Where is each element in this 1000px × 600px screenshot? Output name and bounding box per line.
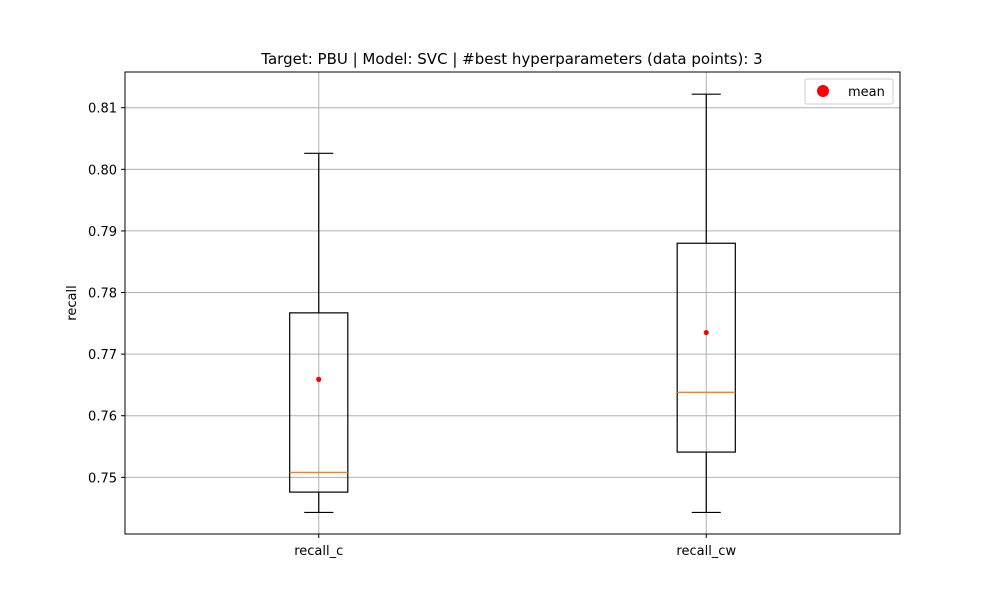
box-recall_c — [289, 152, 349, 514]
boxes-layer — [289, 93, 736, 514]
y-tick-label: 0.79 — [88, 225, 117, 240]
y-tick-label: 0.75 — [88, 471, 117, 486]
y-tick-label: 0.78 — [88, 287, 117, 302]
iqr-box — [289, 312, 349, 493]
chart-title: Target: PBU | Model: SVC | #best hyperpa… — [260, 50, 762, 68]
legend-box — [804, 78, 894, 105]
legend-mean-marker — [817, 85, 829, 97]
x-tick-label: recall_c — [294, 544, 343, 559]
legend: mean — [804, 78, 894, 105]
plot-frame — [124, 71, 901, 535]
y-tick-label: 0.80 — [88, 163, 117, 178]
y-tick-label: 0.81 — [88, 102, 117, 117]
legend-mean-label: mean — [848, 85, 885, 100]
grid-lines — [125, 72, 900, 534]
box-recall_cw — [676, 93, 736, 514]
y-axis-label: recall — [65, 285, 80, 320]
y-tick-label: 0.76 — [88, 410, 117, 425]
x-tick-label: recall_cw — [676, 544, 736, 559]
x-axis: recall_c recall_cw — [294, 534, 736, 559]
mean-point — [703, 329, 709, 336]
iqr-box — [676, 242, 736, 453]
y-tick-label: 0.77 — [88, 348, 117, 363]
y-axis: 0.75 0.76 0.77 0.78 0.79 0.80 0.81 — [88, 102, 125, 486]
mean-point — [316, 376, 322, 382]
